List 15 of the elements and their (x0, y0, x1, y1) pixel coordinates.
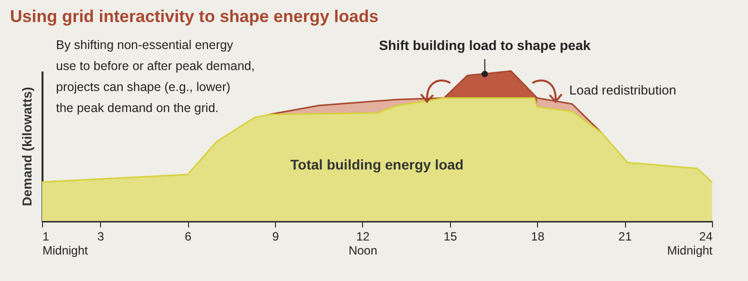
x-tick-label: 12 Noon (348, 230, 378, 258)
series-label: Total building energy load (290, 156, 464, 172)
x-tick-label: 15 (444, 230, 458, 244)
annotation: By shifting non-essential energy use to before or after peak demand, projects can shape (e.g., lower) the peak demand on the grid. (56, 38, 255, 115)
x-tick-label: 1 Midnight (42, 230, 89, 258)
x-tick-label: 24 Midnight (667, 230, 714, 258)
x-tick-label: 21 (618, 230, 632, 244)
annotation: Load redistribution (569, 82, 676, 98)
annotation: Shift building load to shape peak (379, 38, 592, 53)
x-tick-label: 9 (272, 230, 280, 244)
x-tick-label: 18 (531, 230, 545, 244)
chart-title: Using grid interactivity to shape energy loads (10, 7, 378, 26)
x-tick-label: 6 (184, 230, 192, 244)
y-axis-title: Demand (kilowatts) (20, 86, 34, 206)
x-tick-label: 3 (97, 230, 104, 244)
